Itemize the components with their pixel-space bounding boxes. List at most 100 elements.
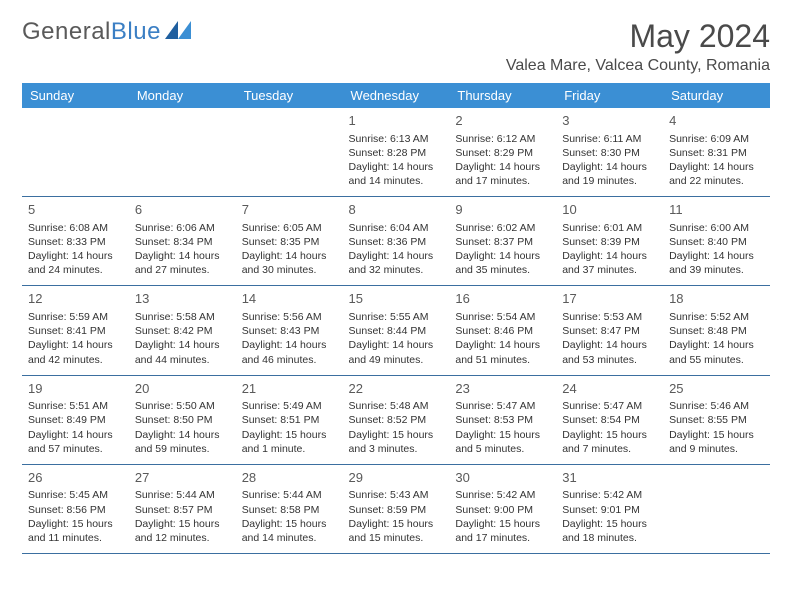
day-number: 28 [242, 469, 337, 487]
day-info: Sunrise: 5:48 AMSunset: 8:52 PMDaylight:… [349, 399, 444, 456]
calendar-cell: 11Sunrise: 6:00 AMSunset: 8:40 PMDayligh… [663, 197, 770, 286]
day-info: Sunrise: 6:13 AMSunset: 8:28 PMDaylight:… [349, 132, 444, 189]
day-info: Sunrise: 6:04 AMSunset: 8:36 PMDaylight:… [349, 221, 444, 278]
calendar-cell: 14 Sunrise: 5:56 AMSunset: 8:43 PMDayligh… [236, 286, 343, 375]
calendar-cell: 2 Sunrise: 6:12 AMSunset: 8:29 PMDaylight… [449, 108, 556, 197]
day-info: Sunrise: 5:52 AMSunset: 8:48 PMDaylight:… [669, 310, 764, 367]
day-number: 4 [669, 112, 764, 130]
calendar-cell: 19Sunrise: 5:51 AMSunset: 8:49 PMDayligh… [22, 375, 129, 464]
day-info: Sunrise: 6:02 AMSunset: 8:37 PMDaylight:… [455, 221, 550, 278]
calendar-cell [22, 108, 129, 197]
day-number: 21 [242, 380, 337, 398]
page-title: May 2024 [506, 18, 770, 55]
calendar-cell: 7Sunrise: 6:05 AMSunset: 8:35 PMDaylight… [236, 197, 343, 286]
calendar-cell: 21Sunrise: 5:49 AMSunset: 8:51 PMDayligh… [236, 375, 343, 464]
day-number: 29 [349, 469, 444, 487]
day-number: 6 [135, 201, 230, 219]
calendar-cell: 12 Sunrise: 5:59 AMSunset: 8:41 PMDayligh… [22, 286, 129, 375]
calendar-cell: 30Sunrise: 5:42 AMSunset: 9:00 PMDayligh… [449, 464, 556, 553]
day-info: Sunrise: 5:59 AMSunset: 8:41 PMDaylight:… [28, 310, 123, 367]
day-number: 1 [349, 112, 444, 130]
calendar-cell: 5Sunrise: 6:08 AMSunset: 8:33 PMDaylight… [22, 197, 129, 286]
day-info: Sunrise: 6:09 AMSunset: 8:31 PMDaylight:… [669, 132, 764, 189]
day-info: Sunrise: 6:12 AMSunset: 8:29 PMDaylight:… [455, 132, 550, 189]
calendar-cell: 24Sunrise: 5:47 AMSunset: 8:54 PMDayligh… [556, 375, 663, 464]
day-number: 14 [242, 290, 337, 308]
calendar-cell: 18 Sunrise: 5:52 AMSunset: 8:48 PMDayligh… [663, 286, 770, 375]
day-number: 15 [349, 290, 444, 308]
calendar-cell: 10 Sunrise: 6:01 AMSunset: 8:39 PMDayligh… [556, 197, 663, 286]
day-info: Sunrise: 5:47 AMSunset: 8:54 PMDaylight:… [562, 399, 657, 456]
calendar-cell: 8 Sunrise: 6:04 AMSunset: 8:36 PMDaylight… [343, 197, 450, 286]
day-header: Monday [129, 83, 236, 108]
day-number: 7 [242, 201, 337, 219]
day-info: Sunrise: 5:51 AMSunset: 8:49 PMDaylight:… [28, 399, 123, 456]
day-info: Sunrise: 5:56 AMSunset: 8:43 PMDaylight:… [242, 310, 337, 367]
day-header: Saturday [663, 83, 770, 108]
calendar-table: SundayMondayTuesdayWednesdayThursdayFrid… [22, 83, 770, 554]
calendar-cell: 29Sunrise: 5:43 AMSunset: 8:59 PMDayligh… [343, 464, 450, 553]
day-number: 3 [562, 112, 657, 130]
day-number: 27 [135, 469, 230, 487]
calendar-cell: 27Sunrise: 5:44 AMSunset: 8:57 PMDayligh… [129, 464, 236, 553]
calendar-cell: 9 Sunrise: 6:02 AMSunset: 8:37 PMDaylight… [449, 197, 556, 286]
calendar-cell: 31Sunrise: 5:42 AMSunset: 9:01 PMDayligh… [556, 464, 663, 553]
calendar-cell: 25Sunrise: 5:46 AMSunset: 8:55 PMDayligh… [663, 375, 770, 464]
day-info: Sunrise: 5:53 AMSunset: 8:47 PMDaylight:… [562, 310, 657, 367]
calendar-cell: 4 Sunrise: 6:09 AMSunset: 8:31 PMDaylight… [663, 108, 770, 197]
day-header: Friday [556, 83, 663, 108]
day-info: Sunrise: 5:55 AMSunset: 8:44 PMDaylight:… [349, 310, 444, 367]
day-info: Sunrise: 5:44 AMSunset: 8:58 PMDaylight:… [242, 488, 337, 545]
day-number: 13 [135, 290, 230, 308]
day-number: 22 [349, 380, 444, 398]
calendar-cell: 15 Sunrise: 5:55 AMSunset: 8:44 PMDayligh… [343, 286, 450, 375]
day-info: Sunrise: 5:47 AMSunset: 8:53 PMDaylight:… [455, 399, 550, 456]
calendar-cell: 23Sunrise: 5:47 AMSunset: 8:53 PMDayligh… [449, 375, 556, 464]
day-info: Sunrise: 6:06 AMSunset: 8:34 PMDaylight:… [135, 221, 230, 278]
day-number: 20 [135, 380, 230, 398]
day-number: 16 [455, 290, 550, 308]
day-header: Sunday [22, 83, 129, 108]
calendar-cell: 26Sunrise: 5:45 AMSunset: 8:56 PMDayligh… [22, 464, 129, 553]
calendar-cell: 17Sunrise: 5:53 AMSunset: 8:47 PMDayligh… [556, 286, 663, 375]
day-number: 30 [455, 469, 550, 487]
location-text: Valea Mare, Valcea County, Romania [506, 57, 770, 75]
calendar-cell: 6 Sunrise: 6:06 AMSunset: 8:34 PMDaylight… [129, 197, 236, 286]
calendar-cell [663, 464, 770, 553]
day-number: 12 [28, 290, 123, 308]
triangle-icon [165, 18, 191, 46]
calendar-cell: 3Sunrise: 6:11 AMSunset: 8:30 PMDaylight… [556, 108, 663, 197]
calendar-cell: 16 Sunrise: 5:54 AMSunset: 8:46 PMDayligh… [449, 286, 556, 375]
day-number: 18 [669, 290, 764, 308]
day-info: Sunrise: 5:58 AMSunset: 8:42 PMDaylight:… [135, 310, 230, 367]
day-header: Thursday [449, 83, 556, 108]
day-info: Sunrise: 5:54 AMSunset: 8:46 PMDaylight:… [455, 310, 550, 367]
brand-part2: Blue [111, 18, 161, 46]
day-number: 23 [455, 380, 550, 398]
calendar-cell: 20Sunrise: 5:50 AMSunset: 8:50 PMDayligh… [129, 375, 236, 464]
day-info: Sunrise: 5:46 AMSunset: 8:55 PMDaylight:… [669, 399, 764, 456]
calendar-cell [236, 108, 343, 197]
day-number: 2 [455, 112, 550, 130]
day-info: Sunrise: 5:43 AMSunset: 8:59 PMDaylight:… [349, 488, 444, 545]
day-info: Sunrise: 5:45 AMSunset: 8:56 PMDaylight:… [28, 488, 123, 545]
day-info: Sunrise: 6:00 AMSunset: 8:40 PMDaylight:… [669, 221, 764, 278]
calendar-cell: 28Sunrise: 5:44 AMSunset: 8:58 PMDayligh… [236, 464, 343, 553]
day-info: Sunrise: 5:42 AMSunset: 9:00 PMDaylight:… [455, 488, 550, 545]
day-header: Tuesday [236, 83, 343, 108]
day-info: Sunrise: 5:42 AMSunset: 9:01 PMDaylight:… [562, 488, 657, 545]
day-header: Wednesday [343, 83, 450, 108]
calendar-cell: 13 Sunrise: 5:58 AMSunset: 8:42 PMDayligh… [129, 286, 236, 375]
day-number: 8 [349, 201, 444, 219]
calendar-cell: 22Sunrise: 5:48 AMSunset: 8:52 PMDayligh… [343, 375, 450, 464]
day-number: 10 [562, 201, 657, 219]
day-number: 9 [455, 201, 550, 219]
day-number: 19 [28, 380, 123, 398]
brand-part1: General [22, 18, 111, 46]
day-number: 24 [562, 380, 657, 398]
day-number: 25 [669, 380, 764, 398]
calendar-cell: 1 Sunrise: 6:13 AMSunset: 8:28 PMDaylight… [343, 108, 450, 197]
brand-logo: GeneralBlue [22, 18, 191, 46]
day-info: Sunrise: 6:01 AMSunset: 8:39 PMDaylight:… [562, 221, 657, 278]
day-info: Sunrise: 5:50 AMSunset: 8:50 PMDaylight:… [135, 399, 230, 456]
